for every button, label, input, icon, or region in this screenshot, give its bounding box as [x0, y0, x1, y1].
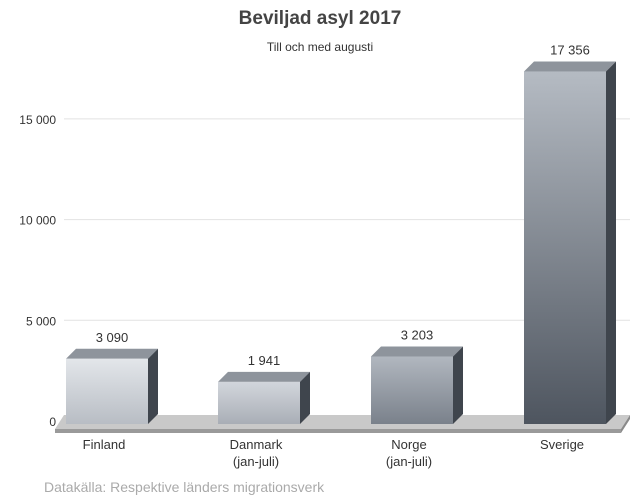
bar-side	[148, 348, 158, 424]
bar	[371, 356, 453, 424]
x-tick-label: Sverige	[540, 437, 584, 452]
x-tick-label: Norge	[391, 437, 426, 452]
y-tick-label: 0	[49, 415, 56, 429]
x-tick-sublabel: (jan-juli)	[233, 454, 279, 469]
bar	[218, 381, 300, 424]
bar-side	[606, 61, 616, 424]
y-tick-label: 10 000	[19, 214, 56, 228]
data-label: 17 356	[550, 42, 590, 57]
y-tick-label: 15 000	[19, 113, 56, 127]
chart-subtitle: Till och med augusti	[266, 40, 374, 54]
bar-side	[453, 346, 463, 424]
floor-side	[621, 415, 630, 433]
data-label: 3 090	[96, 330, 129, 345]
bar-top	[218, 371, 310, 382]
data-label: 3 203	[401, 327, 434, 342]
bar-side	[300, 371, 310, 424]
chart-title: Beviljad asyl 2017	[238, 8, 402, 29]
bar	[66, 358, 148, 424]
bar	[524, 71, 606, 424]
floor	[55, 415, 630, 429]
floor-edge	[55, 429, 621, 433]
x-tick-sublabel: (jan-juli)	[386, 454, 432, 469]
y-tick-label: 5 000	[26, 314, 56, 328]
bar-top	[371, 346, 463, 357]
source-note: Datakälla: Respektive länders migrations…	[44, 479, 325, 495]
data-label: 1 941	[248, 353, 281, 368]
x-tick-label: Danmark	[230, 437, 283, 452]
bar-top	[524, 61, 616, 72]
x-tick-label: Finland	[83, 437, 126, 452]
bar-top	[66, 348, 158, 359]
